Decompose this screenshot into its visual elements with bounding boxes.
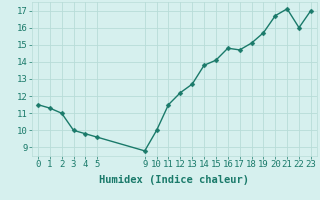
X-axis label: Humidex (Indice chaleur): Humidex (Indice chaleur): [100, 175, 249, 185]
